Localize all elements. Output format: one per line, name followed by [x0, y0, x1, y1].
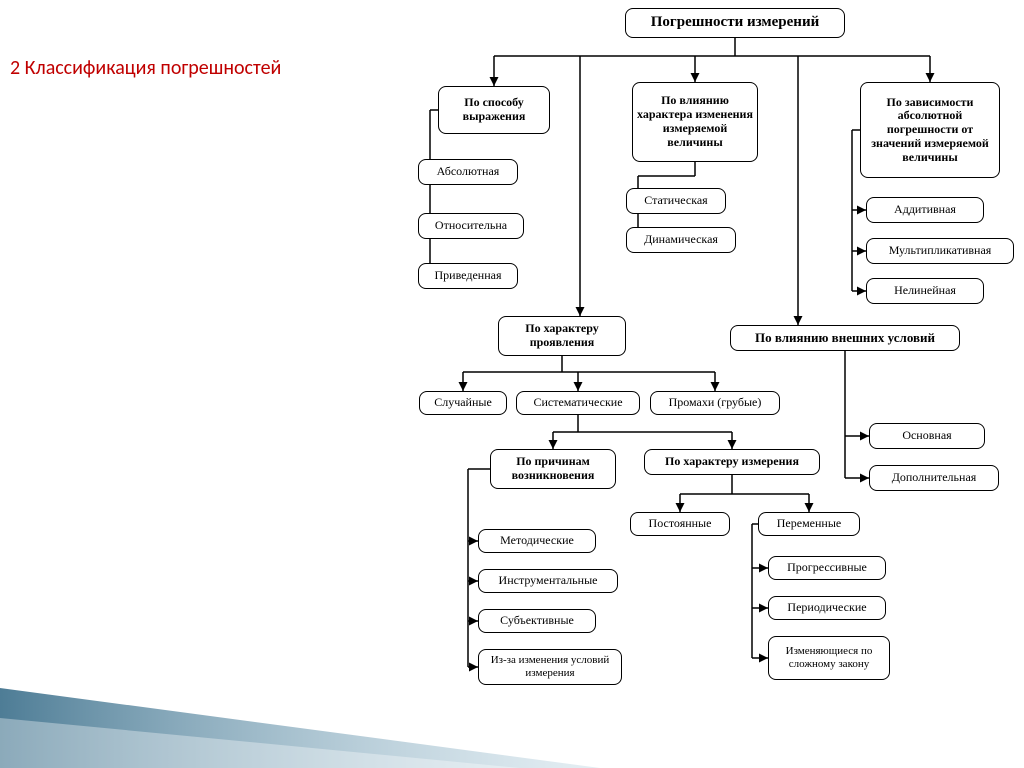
node-nonlinear-label: Нелинейная [894, 284, 956, 298]
node-multiplicative: Мультипликативная [866, 238, 1014, 264]
node-complex-law-label: Изменяющиеся по сложному закону [773, 645, 885, 670]
node-progressive: Прогрессивные [768, 556, 886, 580]
node-instrumental-label: Инструментальные [499, 574, 598, 588]
node-constant: Постоянные [630, 512, 730, 536]
node-subjective: Субъективные [478, 609, 596, 633]
node-methodical-label: Методические [500, 534, 574, 548]
node-subjective-label: Субъективные [500, 614, 574, 628]
node-by-meas-nature: По характеру измерения [644, 449, 820, 475]
node-reduced-label: Приведенная [435, 269, 502, 283]
node-static-label: Статическая [644, 194, 707, 208]
node-by-external: По влиянию внешних условий [730, 325, 960, 351]
node-by-manifestation-label: По характеру проявления [503, 322, 621, 350]
node-root: Погрешности измерений [625, 8, 845, 38]
node-additional: Дополнительная [869, 465, 999, 491]
node-dynamic: Динамическая [626, 227, 736, 253]
node-by-manifestation: По характеру проявления [498, 316, 626, 356]
node-additive: Аддитивная [866, 197, 984, 223]
node-relative: Относительна [418, 213, 524, 239]
node-absolute-label: Абсолютная [437, 165, 500, 179]
node-by-expression: По способу выражения [438, 86, 550, 134]
node-by-external-label: По влиянию внешних условий [755, 331, 935, 346]
node-by-change-influence-label: По влиянию характера изменения измеряемо… [637, 94, 753, 149]
node-instrumental: Инструментальные [478, 569, 618, 593]
node-by-expression-label: По способу выражения [443, 96, 545, 124]
node-condition-change: Из-за изменения условий измерения [478, 649, 622, 685]
node-nonlinear: Нелинейная [866, 278, 984, 304]
node-constant-label: Постоянные [649, 517, 712, 531]
node-random-label: Случайные [434, 396, 492, 410]
node-by-cause-label: По причинам возникновения [495, 455, 611, 483]
node-periodic: Периодические [768, 596, 886, 620]
node-main-label: Основная [902, 429, 951, 443]
node-systematic: Систематические [516, 391, 640, 415]
node-additional-label: Дополнительная [892, 471, 977, 485]
node-by-change-influence: По влиянию характера изменения измеряемо… [632, 82, 758, 162]
node-relative-label: Относительна [435, 219, 507, 233]
node-by-meas-nature-label: По характеру измерения [665, 455, 799, 469]
node-reduced: Приведенная [418, 263, 518, 289]
node-static: Статическая [626, 188, 726, 214]
node-methodical: Методические [478, 529, 596, 553]
node-gross: Промахи (грубые) [650, 391, 780, 415]
diagram-canvas: Погрешности измерений По способу выражен… [0, 0, 1024, 768]
node-variable: Переменные [758, 512, 860, 536]
node-condition-change-label: Из-за изменения условий измерения [483, 654, 617, 679]
node-main: Основная [869, 423, 985, 449]
node-periodic-label: Периодические [787, 601, 866, 615]
node-root-label: Погрешности измерений [651, 14, 819, 31]
node-additive-label: Аддитивная [894, 203, 956, 217]
node-multiplicative-label: Мультипликативная [889, 244, 992, 258]
node-systematic-label: Систематические [533, 396, 622, 410]
node-by-dependence-label: По зависимости абсолютной погрешности от… [865, 96, 995, 165]
node-random: Случайные [419, 391, 507, 415]
node-complex-law: Изменяющиеся по сложному закону [768, 636, 890, 680]
node-absolute: Абсолютная [418, 159, 518, 185]
node-by-dependence: По зависимости абсолютной погрешности от… [860, 82, 1000, 178]
node-by-cause: По причинам возникновения [490, 449, 616, 489]
node-gross-label: Промахи (грубые) [669, 396, 762, 410]
node-dynamic-label: Динамическая [644, 233, 718, 247]
node-progressive-label: Прогрессивные [787, 561, 867, 575]
node-variable-label: Переменные [777, 517, 841, 531]
